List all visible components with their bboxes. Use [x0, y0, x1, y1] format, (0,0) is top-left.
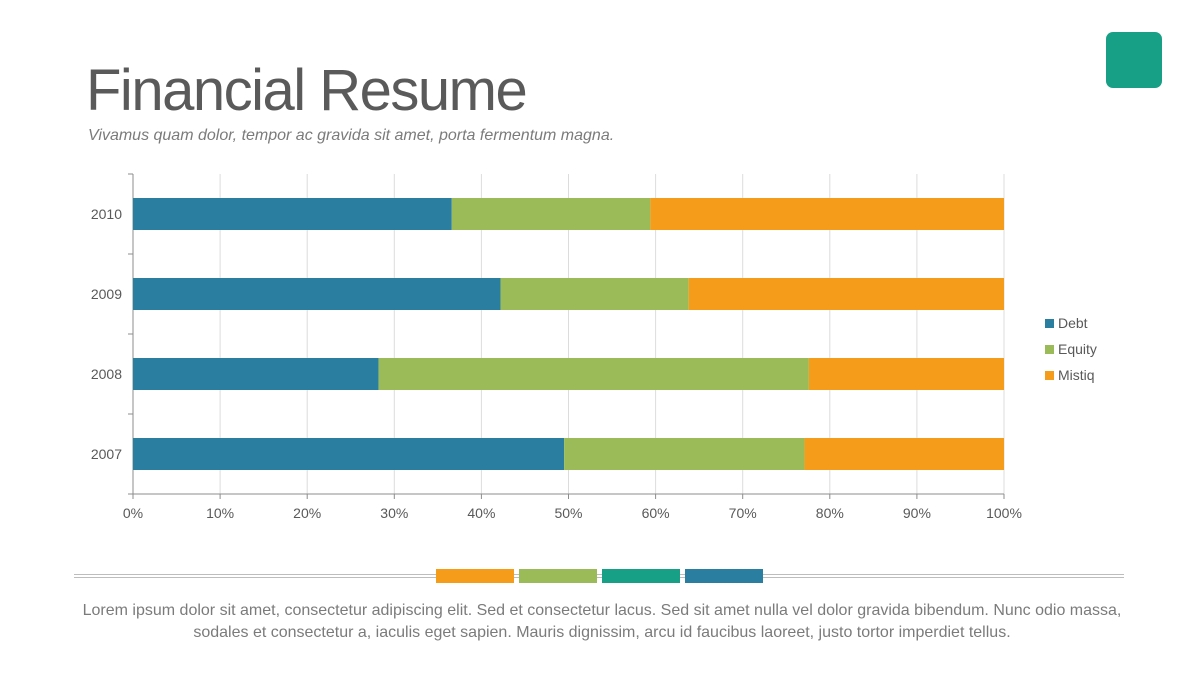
bar-equity-2010 — [451, 198, 651, 230]
y-tick-label: 2007 — [91, 446, 122, 462]
x-tick-label: 30% — [380, 505, 408, 521]
color-strip — [436, 569, 763, 583]
legend-label: Mistiq — [1058, 367, 1095, 383]
bar-equity-2007 — [564, 438, 805, 470]
x-tick-label: 20% — [293, 505, 321, 521]
strip-segment — [602, 569, 680, 583]
strip-segment — [519, 569, 597, 583]
y-tick-label: 2009 — [91, 286, 122, 302]
x-tick-label: 10% — [206, 505, 234, 521]
stacked-bar-chart: 0% 10% 20% 30% 40% 50% 60% 70% 80% 90% 100% 2007 200… — [91, 173, 1022, 521]
x-tick-label: 60% — [642, 505, 670, 521]
strip-segment — [685, 569, 763, 583]
strip-segment — [436, 569, 514, 583]
bar-debt-2009 — [133, 278, 501, 310]
x-tick-label: 90% — [903, 505, 931, 521]
bar-mistiq-2009 — [688, 278, 1004, 310]
y-tick-label: 2008 — [91, 366, 122, 382]
y-tick-label: 2010 — [91, 206, 122, 222]
chart-legend: Debt Equity Mistiq — [1045, 310, 1097, 388]
legend-swatch — [1045, 370, 1054, 380]
legend-label: Equity — [1058, 341, 1097, 357]
legend-swatch — [1045, 344, 1054, 354]
bar-mistiq-2007 — [804, 438, 1004, 470]
x-tick-label: 50% — [554, 505, 582, 521]
legend-item-mistiq: Mistiq — [1045, 362, 1097, 388]
legend-swatch — [1045, 318, 1054, 328]
corner-accent-badge — [1106, 32, 1162, 88]
bar-debt-2010 — [133, 198, 452, 230]
x-tick-label: 100% — [986, 505, 1022, 521]
legend-label: Debt — [1058, 315, 1088, 331]
section-divider — [74, 574, 1124, 578]
bar-equity-2009 — [500, 278, 689, 310]
body-paragraph: Lorem ipsum dolor sit amet, consectetur … — [82, 602, 1122, 641]
x-tick-label: 80% — [816, 505, 844, 521]
x-tick-label: 0% — [123, 505, 143, 521]
legend-item-debt: Debt — [1045, 310, 1097, 336]
slide-subtitle: Vivamus quam dolor, tempor ac gravida si… — [88, 127, 615, 144]
bar-mistiq-2010 — [650, 198, 1004, 230]
x-tick-label: 40% — [467, 505, 495, 521]
x-tick-label: 70% — [729, 505, 757, 521]
legend-item-equity: Equity — [1045, 336, 1097, 362]
bar-debt-2007 — [133, 438, 565, 470]
bar-mistiq-2008 — [808, 358, 1004, 390]
slide-title: Financial Resume — [86, 58, 528, 123]
bar-equity-2008 — [378, 358, 809, 390]
bar-debt-2008 — [133, 358, 379, 390]
